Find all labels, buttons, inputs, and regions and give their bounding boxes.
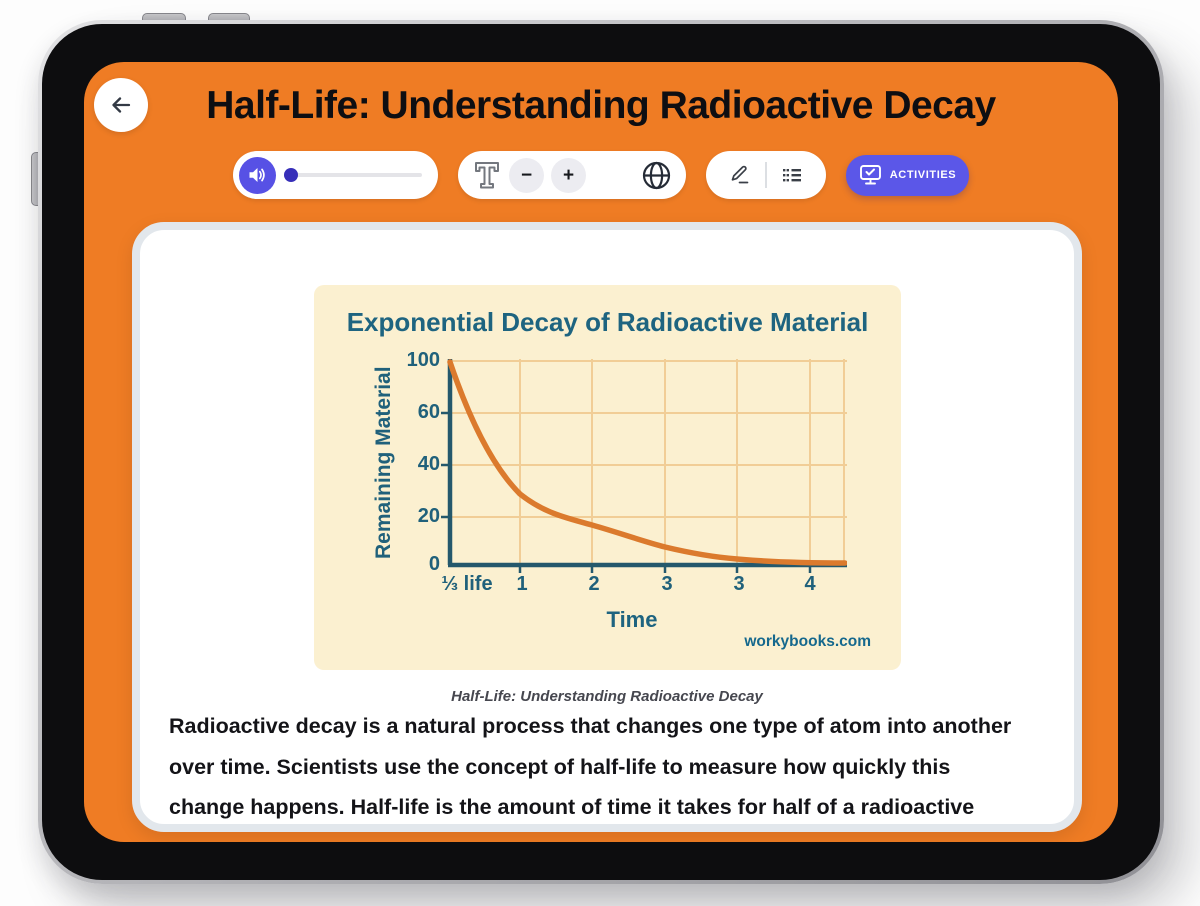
y-tick-40: 40 [417, 453, 440, 475]
y-tick-100: 100 [406, 349, 440, 371]
app-screen: Half-Life: Understanding Radioactive Dec… [84, 62, 1118, 842]
word-list-button[interactable] [781, 165, 803, 185]
volume-slider[interactable] [284, 151, 422, 199]
page-title: Half-Life: Understanding Radioactive Dec… [206, 84, 996, 127]
play-audio-button[interactable] [239, 156, 276, 194]
increase-font-button[interactable]: + [551, 157, 586, 193]
x-tick-third-life: ⅓ life [441, 573, 493, 595]
chart-plot-area [441, 359, 847, 573]
globe-icon [641, 160, 672, 191]
text-size-icon [472, 159, 502, 191]
figure-caption: Half-Life: Understanding Radioactive Dec… [451, 688, 763, 705]
paragraph-line: over time. Scientists use the concept of… [169, 754, 951, 779]
chart-x-axis-label: Time [606, 607, 658, 632]
y-tick-0: 0 [428, 553, 440, 575]
lesson-card: Exponential Decay of Radioactive Materia… [132, 222, 1082, 832]
speaker-icon [248, 166, 267, 184]
arrow-left-icon [108, 93, 134, 117]
font-size-control: − + [458, 151, 686, 199]
annotation-control [706, 151, 826, 199]
monitor-check-icon [859, 164, 882, 186]
paragraph-line: Radioactive decay is a natural process t… [169, 714, 1012, 738]
decay-curve [447, 359, 847, 566]
pencil-icon [729, 164, 751, 186]
toolbar: − + [84, 151, 1118, 199]
activities-button-label: ACTIVITIES [889, 169, 957, 181]
decrease-font-button[interactable]: − [509, 157, 544, 193]
decay-chart: Exponential Decay of Radioactive Materia… [314, 285, 901, 670]
list-icon [781, 165, 803, 185]
x-tick-3: 3 [661, 573, 673, 595]
y-tick-20: 20 [417, 505, 440, 527]
volume-slider-track[interactable] [284, 173, 422, 177]
activities-button[interactable]: ACTIVITIES [846, 154, 969, 196]
x-tick-1: 1 [516, 573, 528, 595]
x-tick-2: 2 [588, 573, 600, 595]
x-tick-4: 4 [804, 573, 816, 595]
audio-control [233, 151, 438, 199]
language-button[interactable] [641, 160, 672, 191]
y-tick-60: 60 [417, 401, 440, 423]
chart-watermark: workybooks.com [744, 633, 871, 650]
volume-slider-thumb[interactable] [284, 168, 298, 182]
lesson-paragraph: Radioactive decay is a natural process t… [169, 706, 1044, 824]
paragraph-line: change happens. Half-life is the amount … [169, 795, 975, 819]
back-button[interactable] [94, 78, 148, 132]
x-tick-3b: 3 [733, 573, 745, 595]
chart-title: Exponential Decay of Radioactive Materia… [346, 307, 869, 337]
annotate-button[interactable] [729, 164, 751, 186]
toolbar-divider [765, 162, 767, 188]
tablet-frame: Half-Life: Understanding Radioactive Dec… [38, 20, 1164, 884]
tablet-bezel: Half-Life: Understanding Radioactive Dec… [42, 24, 1160, 880]
